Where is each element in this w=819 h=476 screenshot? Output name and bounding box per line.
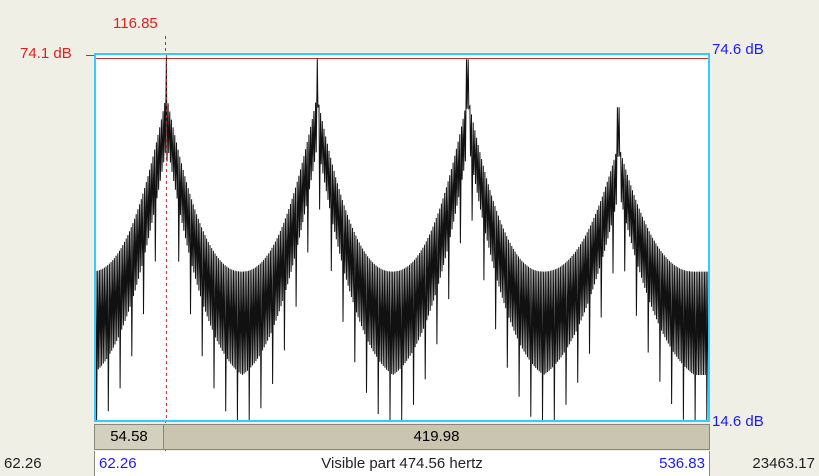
spectrum-trace bbox=[96, 57, 708, 420]
spectrum-display[interactable] bbox=[94, 53, 710, 422]
frequency-range-bar: 62.26 62.26 Visible part 474.56 hertz 53… bbox=[0, 451, 819, 476]
visible-part-label: Visible part 474.56 hertz bbox=[321, 455, 483, 472]
total-end-frequency: 23463.17 bbox=[752, 455, 815, 472]
right-bottom-db-label: 14.6 dB bbox=[712, 413, 764, 430]
visible-range-box[interactable]: 62.26 Visible part 474.56 hertz 536.83 bbox=[94, 451, 710, 476]
cursor-frequency-readout: 116.85 bbox=[113, 15, 158, 32]
selection-bar[interactable]: 54.58 419.98 bbox=[94, 424, 710, 450]
selection-right-segment[interactable]: 419.98 bbox=[413, 428, 460, 445]
visible-end-frequency: 536.83 bbox=[659, 455, 705, 472]
left-top-db-label: 74.1 dB bbox=[20, 45, 72, 62]
visible-start-frequency: 62.26 bbox=[99, 455, 137, 472]
selection-left-segment[interactable]: 54.58 bbox=[95, 425, 164, 449]
right-top-db-label: 74.6 dB bbox=[712, 41, 764, 58]
total-start-frequency: 62.26 bbox=[4, 455, 42, 472]
spectrum-plot bbox=[96, 55, 708, 420]
